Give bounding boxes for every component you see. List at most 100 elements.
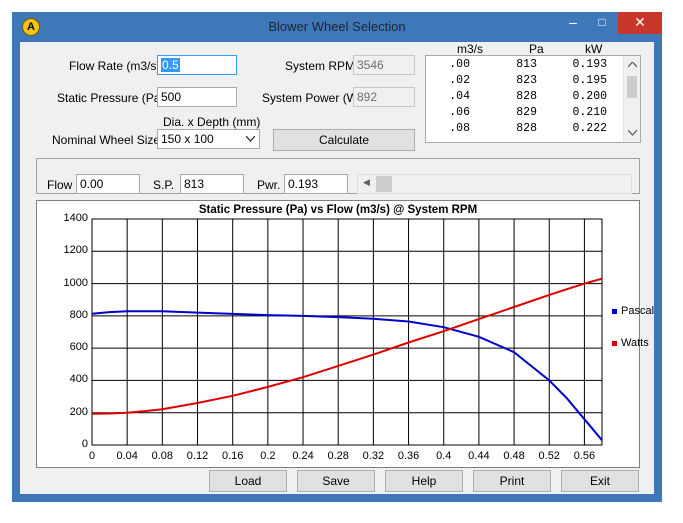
minimize-button[interactable]: –: [569, 14, 577, 30]
readout-flow-label: Flow: [47, 178, 73, 192]
legend-label: Pascal: [621, 305, 655, 317]
flow-slider-thumb[interactable]: [376, 176, 392, 192]
x-tick-label: 0.12: [186, 450, 209, 462]
list-cell: .08: [449, 122, 470, 135]
app-icon: A: [22, 18, 40, 36]
list-cell: .04: [449, 90, 470, 103]
list-cell: .02: [449, 74, 470, 87]
list-scrollbar[interactable]: [623, 56, 640, 142]
save-button[interactable]: Save: [297, 470, 375, 492]
help-button[interactable]: Help: [385, 470, 463, 492]
calculate-button[interactable]: Calculate: [273, 129, 415, 151]
column-header-power: kW: [585, 42, 603, 56]
chart-panel: Static Pressure (Pa) vs Flow (m3/s) @ Sy…: [36, 200, 654, 468]
flow-rate-value: 0.5: [161, 58, 180, 72]
y-tick-label: 1000: [63, 276, 88, 289]
system-rpm-label: System RPM: [285, 59, 356, 73]
list-cell: 0.222: [572, 122, 607, 135]
x-tick-label: 0.08: [151, 450, 174, 462]
scroll-up-icon[interactable]: [628, 62, 637, 68]
series-line-pascal: [91, 310, 603, 441]
flow-rate-input[interactable]: 0.5: [157, 55, 237, 75]
list-item[interactable]: .08 828 0.222: [426, 122, 625, 136]
y-tick-label: 600: [69, 341, 88, 354]
list-cell: 0.210: [572, 106, 607, 119]
y-tick-label: 1200: [63, 244, 88, 257]
readout-flow-field: 0.00: [76, 174, 140, 194]
y-tick-label: 1400: [63, 212, 88, 224]
static-pressure-input[interactable]: 500: [157, 87, 237, 107]
nominal-size-select[interactable]: 150 x 100: [157, 129, 260, 149]
y-tick-label: 400: [69, 373, 88, 386]
x-tick-label: 0.36: [397, 450, 420, 462]
y-tick-label: 200: [69, 405, 88, 418]
system-power-field: 892: [353, 87, 415, 107]
maximize-button[interactable]: □: [598, 15, 606, 29]
list-cell: 828: [516, 122, 537, 135]
legend-swatch: [612, 340, 617, 346]
x-tick-label: 0.16: [221, 450, 244, 462]
readout-sp-field: 813: [180, 174, 244, 194]
list-item[interactable]: .06 829 0.210: [426, 106, 625, 120]
list-cell: 0.195: [572, 74, 607, 87]
legend-label: Watts: [621, 337, 649, 349]
list-cell: 0.200: [572, 90, 607, 103]
y-tick-label: 0: [81, 438, 88, 450]
readout-sp-label: S.P.: [153, 178, 175, 192]
load-button[interactable]: Load: [209, 470, 287, 492]
readout-pwr-label: Pwr.: [257, 178, 281, 192]
nominal-size-value: 150 x 100: [161, 132, 214, 146]
title-bar: A Blower Wheel Selection – □ ✕: [12, 12, 662, 42]
x-tick-label: 0.32: [362, 450, 385, 462]
nominal-size-label: Nominal Wheel Size: [52, 133, 161, 147]
legend-swatch: [612, 308, 617, 314]
scroll-left-icon[interactable]: ◀: [363, 177, 370, 187]
x-tick-label: 0: [88, 450, 96, 462]
list-cell: 0.193: [572, 58, 607, 71]
list-item[interactable]: .02 823 0.195: [426, 74, 625, 88]
readout-pwr-field: 0.193: [284, 174, 348, 194]
chart-title: Static Pressure (Pa) vs Flow (m3/s) @ Sy…: [198, 204, 478, 216]
x-tick-label: 0.2: [260, 450, 276, 462]
system-rpm-field: 3546: [353, 55, 415, 75]
y-tick-label: 800: [69, 308, 88, 321]
client-area: Flow Rate (m3/s) 0.5 Static Pressure (Pa…: [20, 42, 654, 494]
list-cell: 829: [516, 106, 537, 119]
close-button[interactable]: ✕: [618, 12, 662, 34]
x-tick-label: 0.28: [327, 450, 349, 462]
legend-item-pascal: Pascal: [612, 305, 654, 317]
flow-slider[interactable]: ◀: [357, 174, 632, 194]
list-item[interactable]: .04 828 0.200: [426, 90, 625, 104]
exit-button[interactable]: Exit: [561, 470, 639, 492]
flow-rate-label: Flow Rate (m3/s): [69, 59, 161, 73]
print-button[interactable]: Print: [473, 470, 551, 492]
x-tick-label: 0.04: [116, 450, 138, 462]
static-pressure-label: Static Pressure (Pa): [57, 91, 165, 105]
legend-item-watts: Watts: [612, 337, 649, 349]
list-cell: .06: [449, 106, 470, 119]
list-cell: 828: [516, 90, 537, 103]
dims-label: Dia. x Depth (mm): [163, 115, 261, 129]
chevron-down-icon: [246, 136, 255, 142]
x-tick-label: 0.52: [538, 450, 560, 462]
x-tick-label: 0.44: [468, 450, 490, 462]
x-tick-label: 0.24: [292, 450, 314, 462]
list-cell: 823: [516, 74, 537, 87]
list-cell: 813: [516, 58, 537, 71]
plot-area: [91, 218, 603, 446]
list-scroll-thumb[interactable]: [627, 76, 637, 98]
x-tick-label: 0.4: [436, 450, 452, 462]
chart-plot: [91, 218, 603, 446]
list-cell: .00: [449, 58, 470, 71]
column-header-pressure: Pa: [529, 42, 544, 56]
column-header-flow: m3/s: [457, 42, 484, 56]
app-window: A Blower Wheel Selection – □ ✕ Flow Rate…: [12, 12, 662, 502]
x-tick-label: 0.56: [573, 450, 596, 462]
window-title: Blower Wheel Selection: [268, 19, 406, 34]
scroll-down-icon[interactable]: [628, 130, 637, 136]
system-power-label: System Power (W): [262, 91, 363, 105]
x-tick-label: 0.48: [503, 450, 525, 462]
results-list[interactable]: .00 813 0.193 .02 823 0.195 .04 828 0.20…: [425, 55, 641, 143]
list-item[interactable]: .00 813 0.193: [426, 58, 625, 72]
series-line-watts: [91, 277, 603, 415]
